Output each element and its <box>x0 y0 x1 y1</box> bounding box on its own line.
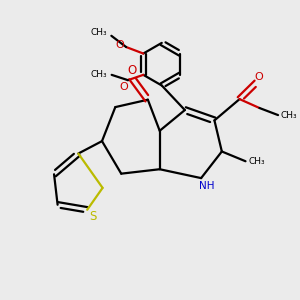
Text: CH₃: CH₃ <box>91 28 107 37</box>
Text: S: S <box>89 210 96 223</box>
Text: NH: NH <box>199 182 214 191</box>
Text: O: O <box>116 40 124 50</box>
Text: O: O <box>127 64 136 77</box>
Text: O: O <box>119 82 128 92</box>
Text: O: O <box>254 72 263 82</box>
Text: CH₃: CH₃ <box>248 157 265 166</box>
Text: CH₃: CH₃ <box>281 111 298 120</box>
Text: CH₃: CH₃ <box>91 70 107 79</box>
